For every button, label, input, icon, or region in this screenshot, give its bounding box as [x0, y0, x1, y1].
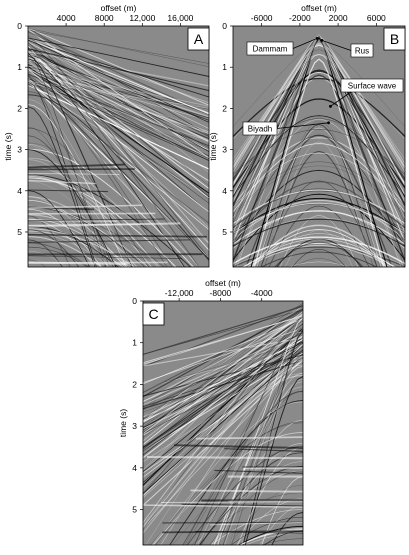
y-tick-label: 1: [132, 338, 137, 348]
x-tick-label: 12,000: [129, 13, 155, 23]
y-tick-label: 0: [132, 296, 137, 306]
annotation-arrowhead: [329, 105, 332, 108]
y-tick-label: 5: [222, 227, 227, 237]
annotation-arrowhead: [316, 37, 319, 40]
panel-label: A: [194, 31, 204, 47]
x-tick-label: 4000: [57, 13, 76, 23]
x-tick-label: -6000: [251, 13, 273, 23]
y-tick-label: 4: [132, 463, 137, 473]
x-axis-label: offset (m): [101, 3, 137, 13]
panel-b: -6000 -2000 2000 6000 0 1 2 3 4 5 offset (m) time (…: [208, 3, 409, 303]
y-tick-label: 2: [132, 379, 137, 389]
y-axis-label: time (s): [208, 132, 218, 161]
y-tick-label: 0: [17, 21, 22, 31]
y-tick-label: 3: [132, 421, 137, 431]
x-tick-label: -12,000: [165, 288, 194, 298]
seismic-event: [201, 500, 303, 501]
annotation-label: Rus: [355, 47, 369, 56]
seismic-event: [28, 262, 168, 263]
y-axis-label: time (s): [3, 132, 13, 161]
y-tick-label: 0: [222, 21, 227, 31]
x-tick-label: -8000: [210, 288, 232, 298]
y-tick-label: 3: [17, 145, 22, 155]
y-tick-label: 2: [17, 103, 22, 113]
y-tick-label: 4: [222, 186, 227, 196]
annotation-label: Surface wave: [348, 82, 397, 91]
panel-a: 4000 8000 12,000 16,000 0 1 2 3 4 5 offset (m) time…: [3, 3, 218, 294]
annotation-label: Biyadh: [248, 125, 272, 134]
y-tick-label: 4: [17, 186, 22, 196]
seismic-gather-background: [233, 26, 405, 267]
y-tick-label: 5: [17, 227, 22, 237]
annotation-arrowhead: [320, 39, 323, 42]
y-tick-label: 1: [17, 62, 22, 72]
seismic-event: [191, 490, 303, 491]
panel-c: -12,000 -8000 -4000 0 1 2 3 4 5 offset (m) time (s…: [118, 278, 303, 550]
x-tick-label: -4000: [251, 288, 273, 298]
seismic-event: [147, 457, 303, 458]
x-tick-label: 6000: [367, 13, 386, 23]
y-tick-label: 1: [222, 62, 227, 72]
panel-label: C: [148, 306, 158, 322]
annotation-label: Dammam: [253, 45, 288, 54]
x-tick-label: -2000: [289, 13, 311, 23]
seismic-event: [243, 468, 303, 469]
y-axis-label: time (s): [118, 409, 128, 438]
x-tick-label: 8000: [95, 13, 114, 23]
y-tick-label: 3: [222, 145, 227, 155]
x-tick-label: 2000: [329, 13, 348, 23]
y-tick-label: 5: [132, 505, 137, 515]
annotation-arrowhead: [327, 121, 330, 124]
x-tick-label: 16,000: [167, 13, 193, 23]
x-axis-label: offset (m): [301, 3, 337, 13]
panel-label: B: [390, 31, 399, 47]
x-axis-label: offset (m): [205, 278, 241, 288]
y-tick-label: 2: [222, 103, 227, 113]
